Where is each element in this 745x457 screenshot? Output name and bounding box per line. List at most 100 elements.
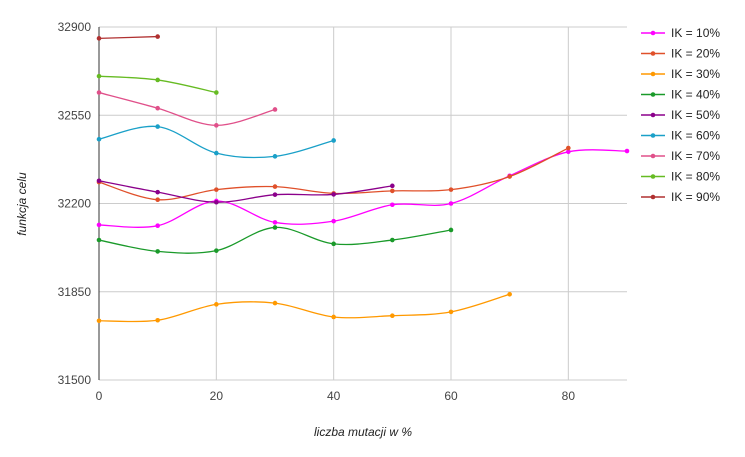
- legend-swatch-marker: [650, 153, 656, 159]
- data-point: [272, 225, 278, 230]
- data-point: [155, 249, 160, 254]
- data-point: [155, 197, 160, 203]
- data-point: [566, 145, 571, 151]
- legend-item: IK = 80%: [641, 170, 720, 184]
- data-point: [96, 237, 102, 243]
- series-6: [96, 124, 336, 159]
- data-point: [96, 222, 102, 228]
- data-point: [390, 202, 395, 208]
- data-point: [214, 90, 219, 95]
- legend-swatch-marker: [650, 92, 656, 97]
- data-point: [214, 248, 219, 253]
- data-point: [155, 124, 160, 129]
- data-point: [214, 302, 219, 307]
- data-point: [272, 184, 278, 189]
- y-tick-label: 32550: [58, 108, 92, 122]
- series-line: [98, 91, 276, 126]
- series-line: [98, 149, 628, 228]
- y-tick-label: 31850: [58, 285, 92, 299]
- series-3: [96, 291, 512, 324]
- data-point: [96, 318, 102, 324]
- data-point: [96, 36, 102, 41]
- y-tick-label: 32900: [58, 20, 92, 34]
- data-point: [96, 178, 102, 184]
- x-tick-label: 40: [327, 389, 341, 403]
- legend-item: IK = 70%: [641, 149, 720, 163]
- data-point: [390, 183, 395, 189]
- legend-item: IK = 50%: [641, 108, 720, 122]
- legend-label: IK = 30%: [671, 67, 720, 81]
- data-point: [507, 174, 512, 179]
- series-line: [98, 35, 158, 39]
- legend-label: IK = 80%: [671, 170, 720, 184]
- data-point: [272, 300, 278, 306]
- data-point: [448, 227, 454, 233]
- legend-label: IK = 20%: [671, 47, 720, 61]
- data-point: [272, 107, 278, 112]
- legend-label: IK = 60%: [671, 129, 720, 143]
- data-point: [448, 187, 454, 192]
- legend-item: IK = 40%: [641, 88, 720, 102]
- data-point: [155, 317, 160, 323]
- data-point: [155, 34, 160, 39]
- legend-item: IK = 20%: [641, 47, 720, 61]
- legend-label: IK = 70%: [671, 149, 720, 163]
- legend-label: IK = 50%: [671, 108, 720, 122]
- data-point: [390, 313, 395, 319]
- x-axis-title: liczba mutacji w %: [314, 425, 412, 439]
- series-4: [96, 225, 454, 254]
- legend-swatch-marker: [650, 112, 656, 118]
- y-axis-title: funkcja celu: [15, 172, 29, 236]
- data-point: [214, 187, 219, 192]
- series-7: [96, 90, 278, 128]
- legend-swatch-marker: [650, 30, 656, 36]
- series-group: [96, 34, 630, 324]
- data-point: [448, 309, 454, 315]
- legend-label: IK = 10%: [671, 26, 720, 40]
- data-point: [624, 148, 630, 154]
- data-point: [155, 223, 160, 228]
- data-point: [507, 291, 512, 297]
- data-point: [331, 241, 336, 247]
- data-point: [155, 77, 160, 83]
- legend-label: IK = 40%: [671, 88, 720, 102]
- data-point: [214, 199, 219, 205]
- series-line: [98, 293, 510, 323]
- data-point: [214, 150, 219, 156]
- series-line: [98, 226, 452, 254]
- legend-swatch-marker: [650, 194, 656, 200]
- tick-labels: 31500 31850 32200 32550 32900 0 20 40 60 80: [58, 20, 576, 403]
- series-8: [96, 73, 219, 95]
- grid: [98, 26, 627, 381]
- data-point: [272, 154, 278, 159]
- data-point: [331, 138, 336, 143]
- data-point: [331, 218, 336, 224]
- legend-label: IK = 90%: [671, 190, 720, 204]
- legend-swatch-marker: [650, 174, 656, 179]
- legend: IK = 10% IK = 20% IK = 30% IK = 40% IK = 50%…: [641, 26, 720, 204]
- data-point: [331, 314, 336, 320]
- legend-item: IK = 60%: [641, 129, 720, 143]
- data-point: [390, 188, 395, 194]
- x-tick-label: 20: [210, 389, 224, 403]
- y-tick-label: 31500: [58, 373, 92, 387]
- series-1: [96, 148, 630, 228]
- x-tick-label: 60: [444, 389, 458, 403]
- data-point: [566, 149, 571, 155]
- legend-swatch-marker: [650, 51, 656, 56]
- x-tick-label: 80: [562, 389, 576, 403]
- data-point: [155, 189, 160, 195]
- data-point: [331, 192, 336, 197]
- legend-swatch-marker: [650, 71, 656, 77]
- series-9: [96, 34, 160, 41]
- data-point: [272, 192, 278, 197]
- data-point: [96, 90, 102, 95]
- data-point: [448, 201, 454, 206]
- series-5: [96, 178, 395, 205]
- data-point: [272, 220, 278, 225]
- y-tick-label: 32200: [58, 197, 92, 211]
- series-line: [98, 180, 393, 203]
- data-point: [96, 73, 102, 79]
- legend-swatch-marker: [650, 133, 656, 138]
